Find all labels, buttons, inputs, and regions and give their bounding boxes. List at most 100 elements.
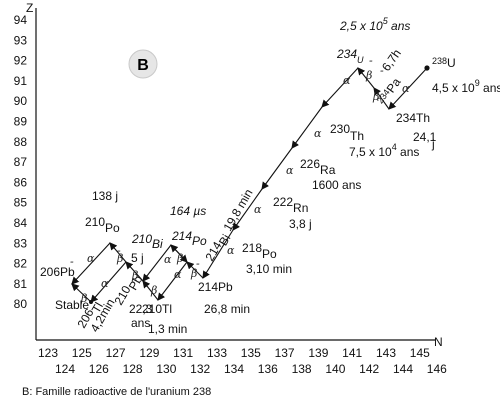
u234-half-exp: 5 (383, 16, 389, 26)
y-tick-label: 90 (14, 94, 28, 108)
rn222-label: 222Rn (273, 195, 308, 215)
beta-arrow (186, 261, 204, 279)
u238-symbol: U (447, 56, 456, 70)
ra226-mass: 226 (300, 157, 320, 171)
x-tick-label: 133 (207, 346, 227, 360)
u238-half-exp: 9 (475, 78, 480, 88)
th234-halflife: 24,1 (413, 130, 437, 144)
alpha-symbol: α (343, 74, 351, 87)
beta-symbol: β (116, 252, 123, 265)
po218-label: 218Po (242, 241, 277, 261)
po214-mass: 214 (171, 229, 192, 243)
x-tick-label: 129 (139, 346, 159, 360)
panel-badge-label: B (137, 57, 149, 74)
alpha-arrow (142, 244, 172, 282)
u234-half-unit: ans (388, 19, 411, 33)
u238-halflife: 4,5 x 109 ans (432, 78, 500, 95)
x-tick-label: 144 (393, 362, 413, 376)
bi210-halflife: 5 j (131, 251, 144, 265)
alpha-arrow (321, 67, 359, 108)
u234-halflife: 2,5 x 105 ans (339, 16, 410, 33)
u238-label: 238U (432, 56, 456, 70)
pb210-symbol: Pb (126, 273, 146, 293)
beta-symbol: β (80, 292, 87, 305)
beta-symbol: β (365, 69, 372, 82)
x-tick-label: 140 (325, 362, 345, 376)
po218-mass: 218 (242, 241, 262, 255)
th234-label: 234Th (396, 111, 430, 125)
decay-arrows (71, 67, 428, 303)
y-tick-label: 93 (14, 33, 28, 47)
ra226-symbol: Ra (320, 163, 336, 177)
x-tick-label: 131 (173, 346, 193, 360)
po210-halflife: 138 j (92, 189, 118, 203)
po210-symbol: Po (105, 221, 120, 235)
pb206-label: 206Pb (40, 265, 75, 279)
alpha-symbol: α (174, 268, 182, 281)
beta-arrow (142, 280, 159, 301)
minus-symbol: - (196, 257, 200, 270)
po210-mass: 210 (85, 215, 105, 229)
x-tick-label: 146 (427, 362, 447, 376)
alpha-arrow (90, 261, 127, 303)
beta-arrow (357, 67, 375, 89)
y-tick-label: 84 (14, 216, 28, 230)
minus-symbol: - (369, 54, 373, 67)
y-tick-label: 88 (14, 135, 28, 149)
beta-symbol: β (150, 284, 157, 297)
x-tick-label: 145 (410, 346, 430, 360)
po218-symbol: Po (262, 247, 277, 261)
alpha-arrow (291, 106, 323, 149)
y-tick-label: 83 (14, 236, 28, 250)
u234-mass: 234 (336, 47, 357, 61)
th230-halflife: 7,5 x 104 ans (349, 142, 419, 159)
alpha-arrow (261, 147, 293, 190)
beta-symbol: β (190, 267, 197, 280)
u234-half-value: 2,5 x 10 (339, 19, 383, 33)
beta-symbol: β (372, 90, 379, 103)
alpha-arrow (71, 242, 111, 285)
pb214-label: 214Pb (198, 280, 233, 294)
th230-label: 230Th (330, 122, 364, 143)
x-tick-labels: 123 125 127 129 131 133 135 137 139 141 143 145 124 1… (38, 346, 447, 376)
bi210-label: 210Bi (131, 232, 163, 251)
beta-symbol: β (176, 252, 183, 265)
th234-halflife-unit: j (431, 137, 435, 151)
y-axis-label: Z (26, 1, 33, 15)
pb206-stable: Stable (55, 298, 89, 312)
alpha-symbol: α (286, 164, 294, 177)
x-tick-label: 130 (156, 362, 176, 376)
x-tick-label: 135 (241, 346, 261, 360)
alpha-symbol: α (164, 253, 172, 266)
alpha-symbol: α (227, 244, 235, 257)
y-tick-label: 87 (14, 155, 28, 169)
po214-label: 214Po (171, 229, 207, 248)
x-tick-label: 141 (342, 346, 362, 360)
beta-symbol: β (131, 269, 138, 282)
alpha-symbol: α (101, 277, 109, 290)
beta-arrow (125, 261, 144, 282)
x-tick-label: 132 (190, 362, 210, 376)
tl210-label: 210Tl (142, 302, 172, 316)
minus-symbol: - (70, 255, 74, 268)
th230-half-unit: ans (397, 145, 420, 159)
x-tick-label: 142 (359, 362, 379, 376)
x-tick-label: 139 (308, 346, 328, 360)
y-tick-label: 80 (14, 297, 28, 311)
panel-badge (128, 49, 158, 79)
x-tick-label: 137 (275, 346, 295, 360)
alpha-symbol: α (402, 82, 410, 95)
pb214-halflife: 26,8 min (204, 302, 250, 316)
ra226-label: 226Ra (300, 157, 336, 177)
y-tick-label: 91 (14, 74, 28, 88)
alpha-arrow (202, 229, 234, 279)
pb210-halflife-unit: ans (131, 316, 150, 330)
alpha-arrow (232, 188, 263, 231)
ra226-halflife: 1600 ans (312, 178, 361, 192)
tl210-halflife: 1,3 min (148, 322, 187, 336)
beta-arrow (373, 87, 390, 110)
alpha-arrow (388, 67, 428, 110)
x-tick-label: 134 (224, 362, 244, 376)
